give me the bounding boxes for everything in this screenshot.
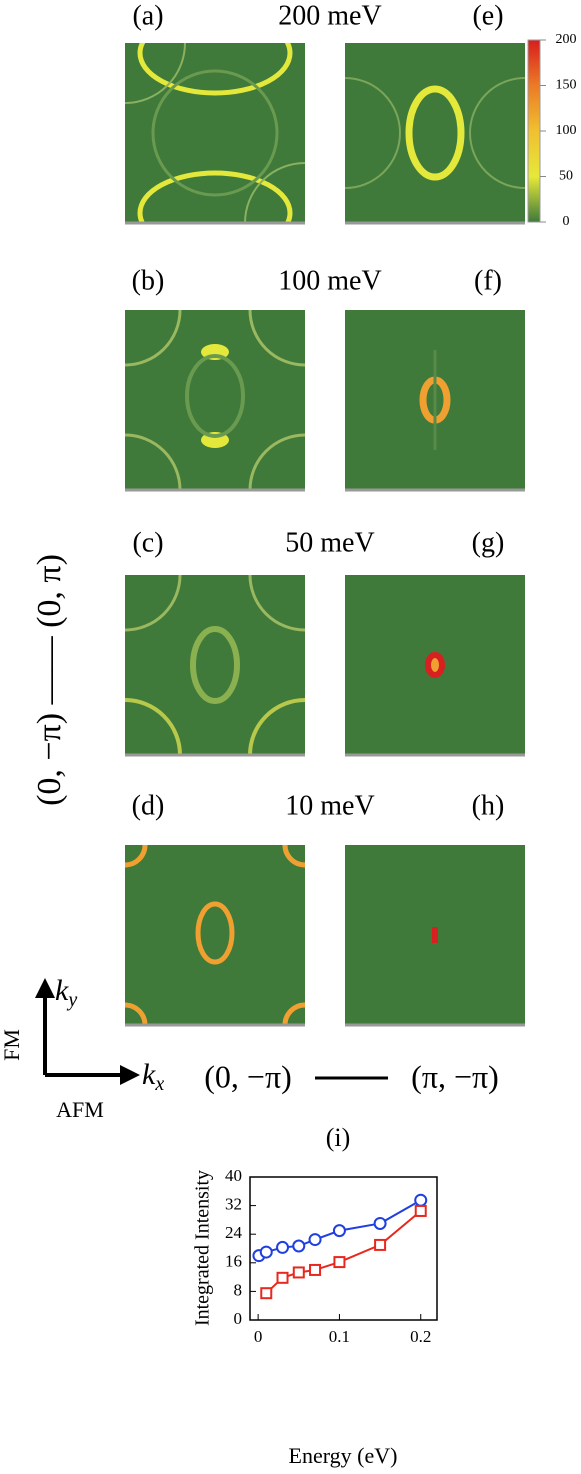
heatmap [345, 310, 525, 492]
heatmap-feature [185, 354, 245, 438]
marker [259, 1245, 273, 1259]
y-axis-label: Integrated Intensity [192, 1170, 214, 1326]
heatmap [125, 845, 305, 1027]
heatmap-feature [195, 901, 235, 965]
heatmap-features [125, 310, 305, 490]
heatmap-feature [425, 652, 445, 678]
marker [414, 1193, 428, 1207]
chart-title: (i) [326, 1123, 351, 1152]
panel-label: (b) [132, 265, 165, 296]
marker [260, 1287, 273, 1300]
panel-label: (c) [132, 527, 163, 558]
panel-label: (f) [474, 265, 502, 296]
heatmap-features [125, 43, 305, 223]
energy-label: 10 meV [285, 790, 374, 821]
marker [414, 1204, 427, 1217]
ky-base: k [55, 974, 69, 1007]
y-tick-label: 16 [225, 1252, 242, 1271]
marker [333, 1256, 346, 1269]
heatmap-background [125, 310, 305, 490]
panel-label: (d) [132, 790, 165, 821]
marker [374, 1238, 387, 1251]
heatmap [125, 575, 305, 757]
panel-label: (e) [472, 0, 503, 31]
heatmap-feature [432, 927, 438, 943]
heatmap-features [432, 927, 438, 943]
heatmap-features [125, 845, 305, 1025]
marker [292, 1266, 305, 1279]
heatmap-feature [137, 43, 293, 96]
horizontal-to: (π, −π) [411, 1058, 499, 1094]
colorbar: 0 50 100 150 200 [527, 32, 577, 229]
kx-sub: x [154, 1073, 164, 1095]
x-axis-label: Energy (eV) [289, 1443, 398, 1468]
energy-label: 100 meV [278, 265, 381, 296]
marker [308, 1233, 322, 1247]
panel-label: (h) [472, 790, 505, 821]
x-tick-label: 0.1 [329, 1327, 350, 1346]
x-tick-label: 0 [254, 1327, 263, 1346]
energy-label: 200 meV [278, 0, 381, 31]
heatmap-background [345, 43, 525, 223]
y-tick-label: 32 [225, 1195, 242, 1214]
marker [373, 1216, 387, 1230]
heatmap [345, 845, 525, 1027]
heatmap [125, 43, 305, 225]
heatmap-feature [137, 170, 293, 223]
y-tick-label: 0 [234, 1309, 243, 1328]
marker [276, 1271, 289, 1284]
heatmap-feature [190, 626, 240, 704]
panel-label: (a) [132, 0, 163, 31]
heatmap-feature [405, 85, 465, 181]
ky-sub: y [66, 989, 77, 1011]
colorbar-tick-label: 200 [556, 32, 577, 47]
ky-label: ky [55, 974, 77, 1011]
panel-label: (g) [472, 527, 505, 558]
heatmap-feature [345, 77, 401, 189]
vertical-axis-label: (0, −π) —— (0, π) [31, 554, 68, 806]
heatmap [125, 310, 305, 492]
series-line [265, 1210, 422, 1294]
heatmap-feature [151, 69, 279, 197]
horizontal-from: (0, −π) [204, 1058, 292, 1094]
y-tick-label: 24 [225, 1223, 243, 1242]
fm-label: FM [0, 1029, 24, 1061]
heatmap-feature [469, 77, 525, 189]
marker [309, 1263, 322, 1276]
heatmap-features [419, 350, 451, 450]
colorbar-tick-label: 50 [559, 169, 573, 184]
afm-label: AFM [56, 1097, 104, 1122]
colorbar-gradient [527, 39, 541, 223]
x-tick-label: 0.2 [410, 1327, 431, 1346]
heatmap-background [125, 845, 305, 1025]
heatmap-features [125, 575, 305, 755]
marker [276, 1240, 290, 1254]
colorbar-tick-label: 0 [563, 214, 570, 229]
line-chart: (i) Integrated Intensity Energy (eV) 0 8 1… [192, 1123, 438, 1468]
heatmap-background [125, 43, 305, 223]
energy-label: 50 meV [285, 527, 374, 558]
y-tick-label: 8 [234, 1280, 243, 1299]
kx-label: kx [142, 1058, 164, 1095]
heatmap [345, 43, 525, 225]
heatmap-features [345, 77, 525, 189]
heatmap-panels [125, 43, 525, 1027]
kx-base: k [142, 1058, 156, 1091]
heatmap-features [425, 652, 445, 678]
plot-frame [249, 1176, 438, 1321]
marker [292, 1239, 306, 1253]
axes-arrows [35, 978, 140, 1085]
y-tick-label: 40 [225, 1166, 242, 1185]
colorbar-tick-label: 150 [556, 78, 577, 93]
heatmap-background [125, 575, 305, 755]
heatmap [345, 575, 525, 757]
colorbar-tick-label: 100 [556, 123, 577, 138]
marker [332, 1224, 346, 1238]
